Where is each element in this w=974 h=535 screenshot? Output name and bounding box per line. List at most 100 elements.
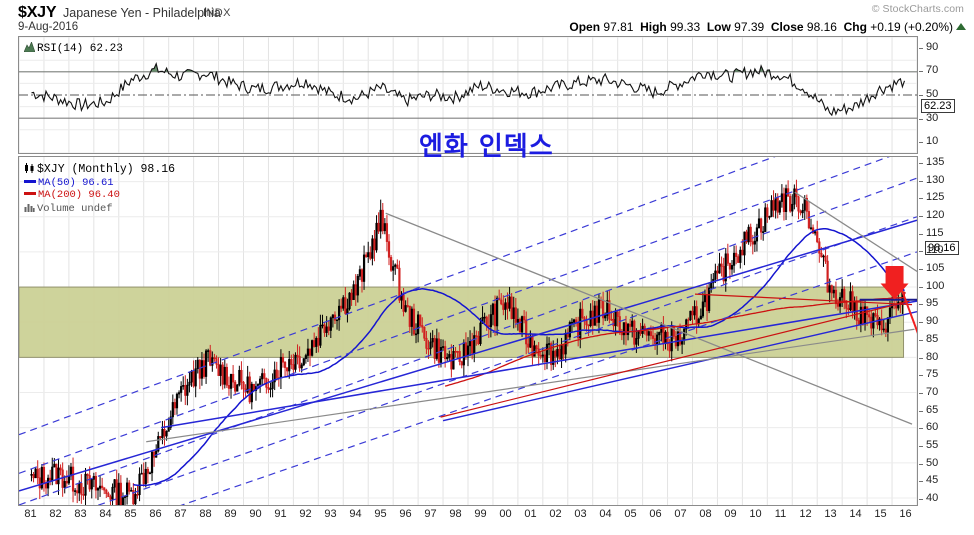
rsi-mountain-icon: [24, 42, 35, 52]
x-tick-label-89: 89: [224, 508, 237, 520]
y-tick-label: 55: [926, 438, 939, 451]
y-tick-label: 100: [926, 279, 945, 292]
x-tick-label-99: 99: [474, 508, 487, 520]
x-tick-label-82: 82: [49, 508, 62, 520]
price-panel: [18, 156, 918, 506]
y-tick-mark: [919, 163, 923, 165]
korean-annotation: 엔화 인덱스: [419, 132, 554, 162]
ma50-label: MA(50) 96.61: [38, 176, 114, 189]
x-tick-label-93: 93: [324, 508, 337, 520]
y-tick-mark: [919, 233, 923, 235]
symbol-description: Japanese Yen - Philadelphia: [63, 6, 221, 20]
candlestick-icon: [25, 163, 34, 173]
price-legend: $XJY (Monthly) 98.16 MA(50) 96.61 MA(200…: [24, 163, 175, 215]
y-tick-mark: [919, 71, 923, 73]
y-tick-label: 30: [926, 111, 939, 124]
y-tick-mark: [919, 269, 923, 271]
x-tick-label-92: 92: [299, 508, 312, 520]
rsi-legend: RSI(14) 62.23: [24, 42, 123, 56]
open-label: Open: [569, 20, 601, 34]
close-label: Close: [770, 20, 804, 34]
x-tick-label-03: 03: [574, 508, 587, 520]
symbol-ticker: $XJY: [18, 4, 57, 21]
y-tick-label: 60: [926, 421, 939, 434]
chart-header: $XJY Japanese Yen - Philadelphia INDX 9-…: [0, 0, 974, 34]
rsi-panel: [18, 36, 918, 154]
x-tick-label-97: 97: [424, 508, 437, 520]
y-tick-mark: [919, 357, 923, 359]
x-tick-label-05: 05: [624, 508, 637, 520]
y-tick-label: 50: [926, 88, 939, 100]
y-tick-mark: [919, 118, 923, 120]
y-tick-label: 10: [926, 135, 939, 148]
x-tick-label-12: 12: [799, 508, 812, 520]
price-legend-title-row: $XJY (Monthly) 98.16: [24, 163, 175, 177]
rsi-legend-text: RSI(14) 62.23: [37, 43, 123, 55]
x-tick-label-83: 83: [74, 508, 87, 520]
ma200-legend-row: MA(200) 96.40: [24, 189, 175, 202]
y-tick-label: 95: [926, 297, 939, 310]
x-tick-label-16: 16: [899, 508, 912, 520]
y-tick-mark: [919, 322, 923, 324]
x-tick-label-06: 06: [649, 508, 662, 520]
x-tick-label-01: 01: [524, 508, 537, 520]
x-tick-label-14: 14: [849, 508, 862, 520]
y-tick-label: 65: [926, 403, 939, 416]
y-tick-label: 90: [926, 40, 939, 53]
y-tick-label: 50: [926, 456, 939, 469]
y-tick-label: 125: [926, 191, 945, 204]
ma50-legend-row: MA(50) 96.61: [24, 177, 175, 190]
y-tick-label: 85: [926, 332, 939, 345]
y-tick-mark: [919, 286, 923, 288]
y-tick-label: 70: [926, 385, 939, 398]
y-tick-label: 115: [926, 226, 944, 239]
rsi-value-flag: 62.23: [921, 99, 955, 113]
chg-value: +0.19 (+0.20%): [870, 20, 953, 34]
x-tick-label-98: 98: [449, 508, 462, 520]
x-tick-label-91: 91: [274, 508, 287, 520]
y-tick-mark: [919, 410, 923, 412]
high-value: 99.33: [670, 20, 701, 34]
y-tick-mark: [919, 445, 923, 447]
y-tick-mark: [919, 198, 923, 200]
x-tick-label-02: 02: [549, 508, 562, 520]
high-label: High: [640, 20, 667, 34]
y-tick-label: 135: [926, 156, 945, 169]
y-tick-mark: [919, 463, 923, 465]
y-tick-mark: [919, 392, 923, 394]
open-value: 97.81: [603, 20, 634, 34]
y-tick-label: 75: [926, 368, 939, 381]
y-tick-mark: [919, 251, 923, 253]
y-tick-label: 105: [926, 262, 945, 275]
symbol-exchange: INDX: [203, 7, 231, 19]
y-tick-label: 45: [926, 474, 939, 487]
quote-date: 9-Aug-2016: [18, 21, 79, 33]
y-tick-label: 70: [926, 64, 939, 77]
y-tick-mark: [919, 304, 923, 306]
price-value-flag: 98.16: [925, 241, 959, 255]
x-tick-label-09: 09: [724, 508, 737, 520]
ma200-color-swatch: [24, 192, 36, 195]
price-legend-title: $XJY (Monthly) 98.16: [37, 163, 176, 176]
up-triangle-icon: [956, 23, 966, 30]
x-axis-years: 81 82 83 84 85 86 87 88 89 90 91 92 93 94 95 96 97 98 99 00…: [18, 508, 918, 526]
volume-legend-row: Volume undef: [24, 202, 175, 216]
low-label: Low: [706, 20, 731, 34]
x-tick-label-94: 94: [349, 508, 362, 520]
y-tick-label: 80: [926, 350, 939, 363]
y-tick-label: 110: [926, 244, 944, 257]
y-tick-mark: [919, 375, 923, 377]
y-tick-mark: [919, 216, 923, 218]
quote-bar: Open 97.81 High 99.33 Low 97.39 Close 98…: [569, 20, 966, 34]
ma50-color-swatch: [24, 179, 36, 183]
x-tick-label-11: 11: [774, 508, 787, 520]
y-tick-mark: [919, 481, 923, 483]
volume-bars-icon: [24, 203, 35, 212]
volume-label: Volume undef: [37, 202, 113, 215]
x-tick-label-84: 84: [99, 508, 112, 520]
y-tick-mark: [919, 180, 923, 182]
y-tick-label: 130: [926, 173, 945, 186]
x-tick-label-10: 10: [749, 508, 762, 520]
x-tick-label-90: 90: [249, 508, 262, 520]
